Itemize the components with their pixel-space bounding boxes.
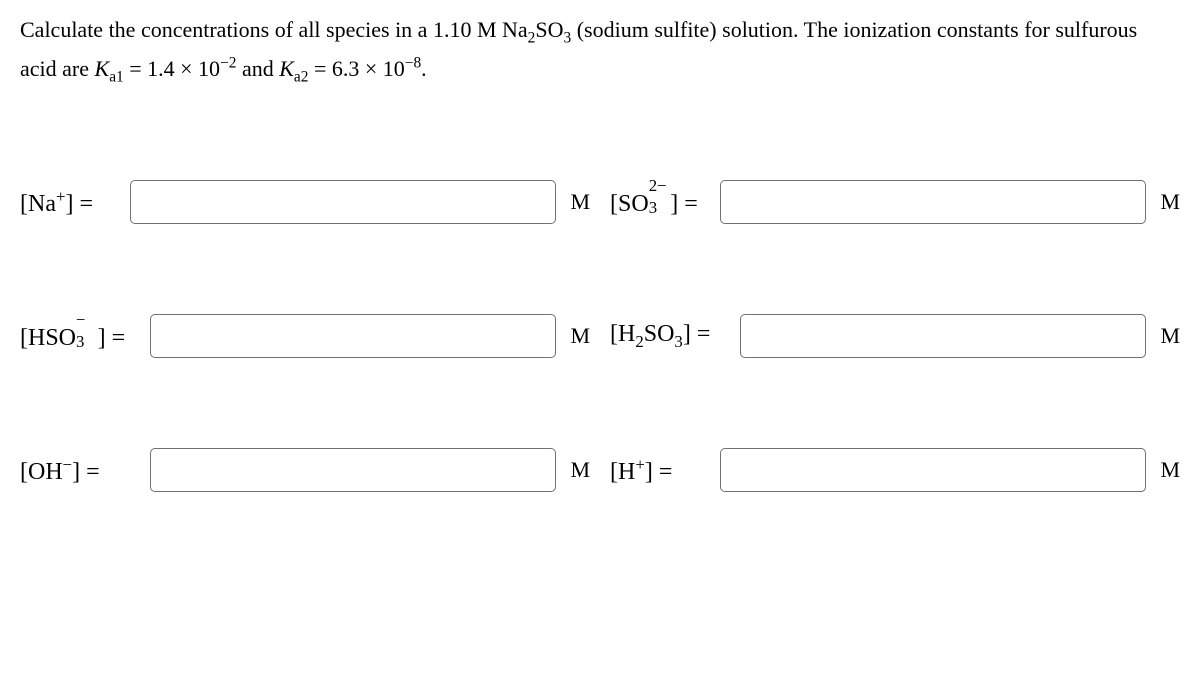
compound-post: (sodium sulfite) solution. The ionizatio… [571,17,1137,42]
label-na: [Na+] = [20,187,130,218]
label-so3: [SO2−3] = [610,187,720,218]
compound-na: Na [497,17,528,42]
unit-so3: M [1160,189,1180,215]
ka2-coef: 6.3 × 10 [332,56,405,81]
input-oh[interactable] [150,448,556,492]
compound-so: SO [535,17,563,42]
ka1-symbol: K [95,56,110,81]
period: . [421,56,427,81]
label-h: [H+] = [610,455,720,486]
input-h[interactable] [720,448,1146,492]
unit-oh: M [570,457,590,483]
ka2-symbol: K [279,56,294,81]
input-hso3[interactable] [150,314,556,358]
problem-line1-pre: Calculate the concentrations of all spec… [20,17,433,42]
ka1-coef: 1.4 × 10 [147,56,220,81]
input-h2so3[interactable] [740,314,1146,358]
unit-h2so3: M [1160,323,1180,349]
input-na[interactable] [130,180,556,224]
row-h2so3: [H2SO3] = M [610,314,1180,358]
label-oh: [OH−] = [20,455,150,486]
row-na: [Na+] = M [20,180,590,224]
unit-hso3: M [570,323,590,349]
unit-na: M [570,189,590,215]
label-h2so3: [H2SO3] = [610,321,740,352]
problem-statement: Calculate the concentrations of all spec… [20,12,1180,90]
and-text: and [236,56,279,81]
row-hso3: [HSO−3] = M [20,314,590,358]
ka2-exp: −8 [405,55,421,72]
label-hso3: [HSO−3] = [20,321,150,352]
input-so3[interactable] [720,180,1146,224]
eq2: = [308,56,331,81]
answer-grid: [Na+] = M [SO2−3] = M [HSO−3] = M [H2SO3… [20,180,1180,492]
problem-line2-pre: acid are [20,56,95,81]
eq1: = [124,56,147,81]
ka1-exp: −2 [220,55,236,72]
ka1-sub: a1 [109,68,124,85]
row-h: [H+] = M [610,448,1180,492]
unit-h: M [1160,457,1180,483]
row-oh: [OH−] = M [20,448,590,492]
row-so3: [SO2−3] = M [610,180,1180,224]
problem-concentration: 1.10 M [433,17,497,42]
ka2-sub: a2 [294,68,309,85]
